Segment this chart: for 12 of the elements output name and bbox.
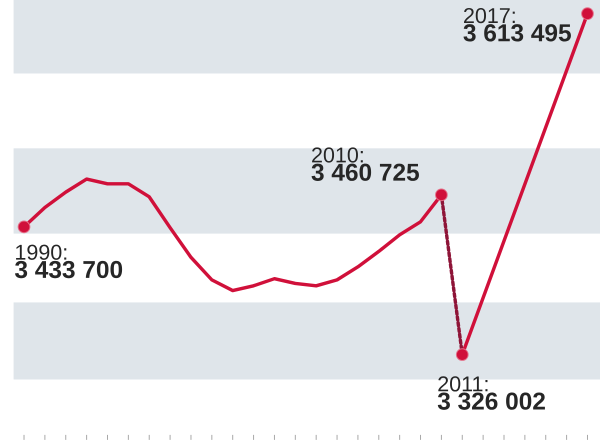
data-label: 3 326 002 — [438, 392, 545, 410]
point — [456, 348, 469, 362]
point — [18, 220, 30, 234]
annotation: 2010: — [312, 148, 363, 163]
annotation: 1990: — [16, 244, 66, 260]
point — [581, 8, 594, 20]
data-label: 3 460 725 — [312, 164, 419, 182]
annotation: 2017: — [464, 8, 515, 24]
point — [435, 188, 448, 202]
data-label: 3 613 495 — [464, 24, 571, 42]
text: 2011: — [438, 376, 488, 392]
data-label: 3 433 700 — [15, 261, 122, 278]
